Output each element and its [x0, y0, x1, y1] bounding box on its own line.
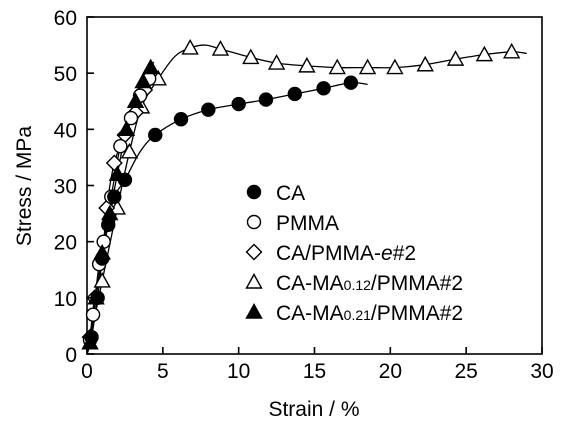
data-point [120, 142, 139, 159]
data-point [201, 102, 216, 117]
data-point [173, 112, 189, 127]
data-point [242, 48, 260, 65]
y-tick-label: 60 [54, 7, 77, 30]
legend-marker [246, 184, 262, 200]
y-axis-label: Stress / MPa [13, 126, 36, 247]
data-point [126, 92, 145, 108]
y-tick-label: 20 [54, 232, 77, 255]
data-point [267, 54, 286, 70]
data-point [96, 234, 111, 249]
data-point [142, 58, 160, 75]
data-point [85, 307, 101, 322]
data-point [93, 243, 111, 260]
legend-marker [245, 303, 263, 319]
data-point [358, 58, 377, 75]
axis-ticks [86, 16, 543, 355]
data-point [123, 110, 139, 126]
data-point [258, 92, 274, 107]
y-tick-label: 0 [65, 344, 77, 367]
data-point [148, 127, 163, 143]
x-tick-label: 5 [157, 360, 169, 383]
data-point [328, 58, 346, 75]
x-tick-label: 30 [530, 360, 553, 383]
data-point [386, 58, 404, 75]
legend: CA PMMA CA/PMMA-e#2 CA-MA0.12/PMMA#2 CA-MA0.… [245, 182, 463, 325]
x-tick-label: 25 [454, 360, 477, 383]
y-tick-label: 10 [54, 288, 77, 311]
y-tick-label: 50 [54, 63, 77, 86]
data-point [108, 165, 127, 181]
data-point [81, 333, 99, 350]
data-point [298, 56, 316, 73]
legend-marker [246, 214, 262, 230]
legend-label: CA-MA0.12/PMMA#2 [276, 272, 463, 295]
legend-label: CA-MA0.21/PMMA#2 [276, 302, 463, 325]
data-point [117, 120, 136, 137]
data-point [107, 189, 122, 204]
data-point [343, 75, 359, 90]
legend-marker [245, 243, 263, 261]
data-point [446, 50, 465, 66]
tick-labels: 0 5 10 15 20 25 30 0 10 20 30 40 50 60 [54, 7, 554, 383]
x-tick-label: 0 [81, 360, 93, 383]
x-axis-label: Strain / % [268, 398, 359, 421]
data-point [231, 96, 246, 112]
y-tick-label: 40 [54, 119, 77, 142]
data-point [416, 55, 434, 72]
data-point [502, 42, 521, 59]
data-point [316, 81, 331, 96]
data-markers [81, 38, 521, 350]
data-point [101, 204, 119, 221]
legend-label: CA/PMMA-e#2 [276, 242, 416, 265]
data-point [475, 45, 494, 62]
y-tick-label: 30 [54, 176, 77, 199]
x-tick-label: 15 [303, 360, 326, 383]
legend-label: CA [276, 182, 305, 205]
data-point [287, 86, 302, 102]
legend-label: PMMA [276, 212, 339, 235]
legend-marker [245, 273, 263, 289]
data-point [105, 154, 123, 172]
data-point [134, 72, 152, 89]
data-point [93, 272, 111, 288]
data-point [211, 40, 230, 56]
x-tick-label: 10 [227, 360, 250, 383]
data-point [113, 138, 128, 154]
x-tick-label: 20 [379, 360, 402, 383]
data-point [181, 38, 199, 55]
